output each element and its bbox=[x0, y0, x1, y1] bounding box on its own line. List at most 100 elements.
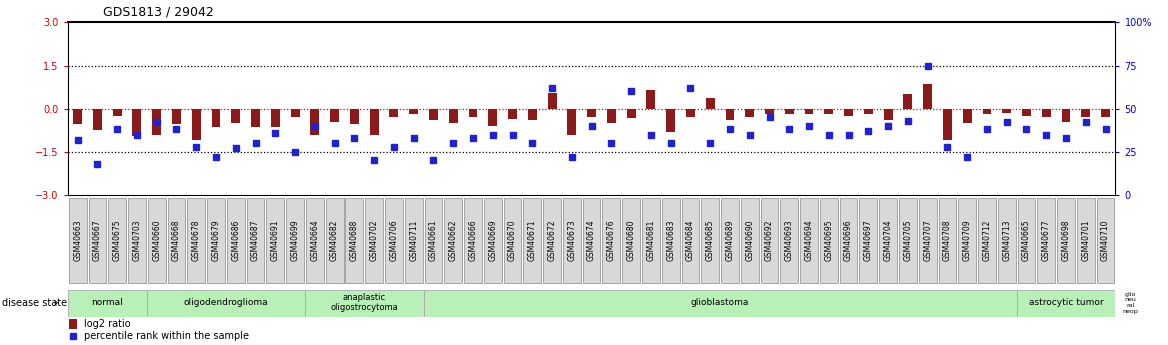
Text: GSM40688: GSM40688 bbox=[350, 220, 359, 262]
Text: GSM40674: GSM40674 bbox=[588, 220, 596, 262]
FancyBboxPatch shape bbox=[820, 198, 837, 283]
Text: GSM40686: GSM40686 bbox=[231, 220, 241, 262]
Text: glioblastoma: glioblastoma bbox=[691, 298, 749, 307]
Text: GSM40704: GSM40704 bbox=[884, 220, 892, 262]
Bar bbox=[646, 90, 655, 109]
Bar bbox=[350, 109, 359, 125]
FancyBboxPatch shape bbox=[899, 198, 917, 283]
Bar bbox=[508, 109, 517, 119]
FancyBboxPatch shape bbox=[543, 198, 561, 283]
Bar bbox=[1042, 109, 1051, 117]
Bar bbox=[429, 109, 438, 120]
Text: GSM40668: GSM40668 bbox=[172, 220, 181, 262]
FancyBboxPatch shape bbox=[405, 198, 423, 283]
Text: GSM40701: GSM40701 bbox=[1082, 220, 1090, 262]
FancyBboxPatch shape bbox=[147, 290, 305, 317]
FancyBboxPatch shape bbox=[464, 198, 482, 283]
Text: GSM40663: GSM40663 bbox=[74, 220, 82, 262]
FancyBboxPatch shape bbox=[1057, 198, 1075, 283]
Bar bbox=[825, 109, 833, 115]
Bar bbox=[1082, 109, 1090, 117]
Bar bbox=[449, 109, 458, 123]
Text: GSM40677: GSM40677 bbox=[1042, 220, 1051, 262]
Text: GSM40664: GSM40664 bbox=[311, 220, 319, 262]
FancyBboxPatch shape bbox=[919, 198, 937, 283]
FancyBboxPatch shape bbox=[424, 290, 1016, 317]
FancyBboxPatch shape bbox=[69, 198, 86, 283]
Text: GSM40662: GSM40662 bbox=[449, 220, 458, 262]
Text: disease state: disease state bbox=[2, 298, 68, 308]
Bar bbox=[903, 94, 912, 109]
Bar bbox=[548, 93, 556, 109]
Text: GSM40670: GSM40670 bbox=[508, 220, 517, 262]
FancyBboxPatch shape bbox=[1016, 290, 1115, 317]
Text: GSM40695: GSM40695 bbox=[825, 220, 833, 262]
FancyBboxPatch shape bbox=[1037, 198, 1055, 283]
Text: GSM40690: GSM40690 bbox=[745, 220, 755, 262]
Bar bbox=[745, 109, 755, 117]
Bar bbox=[884, 109, 892, 120]
Bar bbox=[1062, 109, 1070, 121]
FancyBboxPatch shape bbox=[1097, 198, 1114, 283]
Text: normal: normal bbox=[91, 298, 123, 307]
Bar bbox=[389, 109, 398, 117]
FancyBboxPatch shape bbox=[1077, 198, 1094, 283]
Text: GSM40713: GSM40713 bbox=[1002, 220, 1011, 262]
Text: GSM40675: GSM40675 bbox=[112, 220, 121, 262]
Bar bbox=[69, 319, 77, 329]
Text: GSM40666: GSM40666 bbox=[468, 220, 478, 262]
FancyBboxPatch shape bbox=[701, 198, 719, 283]
Text: GSM40671: GSM40671 bbox=[528, 220, 537, 262]
Bar bbox=[528, 109, 537, 120]
FancyBboxPatch shape bbox=[958, 198, 976, 283]
Text: GSM40687: GSM40687 bbox=[251, 220, 260, 262]
Bar bbox=[943, 109, 952, 140]
FancyBboxPatch shape bbox=[523, 198, 541, 283]
Text: GSM40667: GSM40667 bbox=[93, 220, 102, 262]
Text: GSM40669: GSM40669 bbox=[488, 220, 498, 262]
Bar bbox=[568, 109, 576, 135]
FancyBboxPatch shape bbox=[207, 198, 225, 283]
Text: GSM40711: GSM40711 bbox=[409, 220, 418, 262]
Text: GSM40692: GSM40692 bbox=[765, 220, 774, 262]
Bar bbox=[962, 109, 972, 123]
Bar bbox=[370, 109, 378, 135]
Bar bbox=[1022, 109, 1031, 116]
FancyBboxPatch shape bbox=[128, 198, 146, 283]
FancyBboxPatch shape bbox=[385, 198, 403, 283]
FancyBboxPatch shape bbox=[563, 198, 580, 283]
FancyBboxPatch shape bbox=[682, 198, 700, 283]
Bar bbox=[152, 109, 161, 135]
FancyBboxPatch shape bbox=[326, 198, 343, 283]
Text: GSM40697: GSM40697 bbox=[864, 220, 872, 262]
Bar bbox=[765, 109, 774, 114]
Text: GSM40707: GSM40707 bbox=[923, 220, 932, 262]
FancyBboxPatch shape bbox=[503, 198, 521, 283]
FancyBboxPatch shape bbox=[187, 198, 206, 283]
Bar bbox=[785, 109, 794, 114]
Text: GSM40710: GSM40710 bbox=[1101, 220, 1110, 262]
Bar bbox=[666, 109, 675, 132]
Bar bbox=[271, 109, 280, 127]
FancyBboxPatch shape bbox=[484, 198, 501, 283]
Bar bbox=[725, 109, 735, 120]
Text: oligodendroglioma: oligodendroglioma bbox=[183, 298, 269, 307]
FancyBboxPatch shape bbox=[148, 198, 166, 283]
Text: GSM40705: GSM40705 bbox=[903, 220, 912, 262]
Bar bbox=[844, 109, 853, 116]
Bar bbox=[864, 109, 872, 115]
Text: GSM40676: GSM40676 bbox=[607, 220, 616, 262]
Bar bbox=[488, 109, 498, 126]
Text: log2 ratio: log2 ratio bbox=[84, 319, 130, 329]
Text: GSM40693: GSM40693 bbox=[785, 220, 794, 262]
Bar bbox=[93, 109, 102, 130]
FancyBboxPatch shape bbox=[109, 198, 126, 283]
FancyBboxPatch shape bbox=[346, 198, 363, 283]
Bar bbox=[982, 109, 992, 114]
Bar bbox=[192, 109, 201, 140]
Text: anaplastic
oligostrocytoma: anaplastic oligostrocytoma bbox=[331, 293, 398, 313]
Text: GSM40679: GSM40679 bbox=[211, 220, 221, 262]
FancyBboxPatch shape bbox=[642, 198, 660, 283]
Bar bbox=[627, 109, 635, 118]
Bar bbox=[686, 109, 695, 117]
